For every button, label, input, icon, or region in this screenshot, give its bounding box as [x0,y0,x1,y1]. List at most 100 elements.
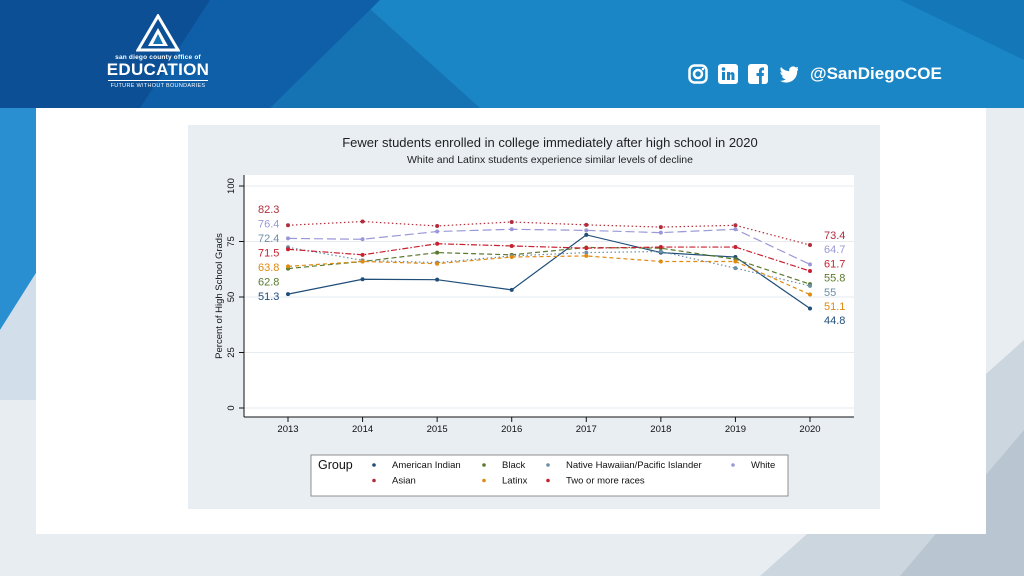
facebook-icon[interactable] [748,64,768,84]
end-value-label: 44.8 [824,315,845,327]
legend-label-two-or-more-races: Two or more races [566,476,645,487]
legend-label-latinx: Latinx [502,476,528,487]
linkedin-icon[interactable] [718,64,738,84]
data-point-latinx [733,259,738,264]
legend-marker-two-or-more-races [546,478,550,483]
instagram-icon[interactable] [688,64,708,84]
end-value-label: 64.7 [824,244,845,256]
series-line-black [287,246,811,285]
legend-label-asian: Asian [392,476,416,487]
data-point-white [509,227,514,232]
logo-line2: EDUCATION [106,60,210,79]
data-point-white [435,229,440,234]
x-tick-label: 2016 [501,424,522,435]
legend-label-american-indian: American Indian [392,460,461,471]
y-tick-label: 50 [226,292,237,303]
series-line-native-hawaiian-pacific-islander [287,246,811,287]
data-point-white [733,227,738,232]
start-value-label: 63.8 [258,262,279,274]
data-point-asian [808,243,812,248]
x-tick-label: 2017 [576,424,597,435]
end-value-label: 73.4 [824,230,845,242]
data-point-two-or-more-races [286,247,290,252]
data-point-latinx [808,292,812,297]
data-point-two-or-more-races [658,245,663,250]
data-point-latinx [360,259,365,264]
x-tick-label: 2018 [650,424,671,435]
data-point-native-hawaiian-pacific-islander [658,249,663,254]
start-value-label: 76.4 [258,219,279,231]
logo-triangle-icon [136,14,180,52]
series-line-american-indian [287,234,811,310]
twitter-icon[interactable] [778,64,798,84]
data-point-asian [360,219,365,224]
series-line-two-or-more-races [287,243,811,272]
data-point-white [584,228,589,233]
y-tick-label: 0 [226,405,237,410]
start-value-label: 72.4 [258,233,279,245]
series-line-white [287,228,811,265]
end-value-label: 61.7 [824,258,845,270]
data-point-american-indian [509,287,514,292]
start-value-label: 62.8 [258,277,279,289]
series-line-latinx [287,255,811,296]
line-chart: Fewer students enrolled in college immed… [214,135,854,497]
legend-marker-white [731,463,735,467]
chart-subtitle: White and Latinx students experience sim… [407,154,693,166]
data-point-asian [733,223,738,228]
chart-title: Fewer students enrolled in college immed… [342,135,758,150]
y-tick-label: 75 [226,236,237,247]
data-point-black [435,250,440,255]
data-point-asian [286,223,290,228]
data-point-american-indian [584,232,589,237]
logo[interactable]: san diego county office of EDUCATION FUT… [96,14,220,89]
data-point-latinx [435,261,440,266]
legend-box [310,454,789,497]
data-point-two-or-more-races [733,245,738,250]
logo-line1: san diego county office of [115,54,201,61]
x-tick-label: 2015 [427,424,448,435]
start-value-label: 51.3 [258,291,279,303]
data-point-two-or-more-races [435,241,440,246]
data-point-latinx [658,259,663,264]
legend-marker-asian [372,478,376,483]
start-value-label: 82.3 [258,204,279,216]
y-tick-label: 25 [226,347,237,358]
data-point-american-indian [360,277,365,282]
data-point-native-hawaiian-pacific-islander [808,283,812,288]
data-point-white [808,262,812,267]
data-point-asian [509,219,514,224]
legend-marker-native-hawaiian-pacific-islander [546,463,550,467]
data-point-asian [584,222,589,227]
legend-marker-black [482,463,486,467]
start-value-label: 71.5 [258,248,279,260]
data-point-latinx [286,264,290,269]
series-line-asian [287,220,811,246]
social-handle[interactable]: @SanDiegoCOE [810,64,942,83]
x-tick-label: 2019 [725,424,746,435]
data-point-two-or-more-races [584,246,589,251]
plot-area [244,175,854,417]
data-point-two-or-more-races [360,252,365,257]
x-tick-label: 2013 [277,424,298,435]
social-bar: @SanDiegoCOE [688,62,942,86]
data-point-two-or-more-races [808,269,812,274]
data-point-white [360,237,365,242]
data-point-native-hawaiian-pacific-islander [584,250,589,255]
end-value-label: 55.8 [824,273,845,285]
y-tick-label: 100 [226,178,237,194]
x-tick-label: 2020 [799,424,820,435]
chart-container: Fewer students enrolled in college immed… [188,125,880,509]
data-point-white [658,230,663,235]
legend-title: Group [318,458,353,472]
end-value-label: 51.1 [824,301,845,313]
data-point-two-or-more-races [509,243,514,248]
data-point-latinx [584,253,589,258]
legend-label-native-hawaiian-pacific-islander: Native Hawaiian/Pacific Islander [566,460,702,471]
data-point-american-indian [286,292,290,297]
data-point-american-indian [435,277,440,282]
data-point-native-hawaiian-pacific-islander [733,266,738,271]
legend-marker-latinx [482,478,486,483]
logo-tagline: FUTURE WITHOUT BOUNDARIES [108,80,208,89]
data-point-asian [658,225,663,230]
